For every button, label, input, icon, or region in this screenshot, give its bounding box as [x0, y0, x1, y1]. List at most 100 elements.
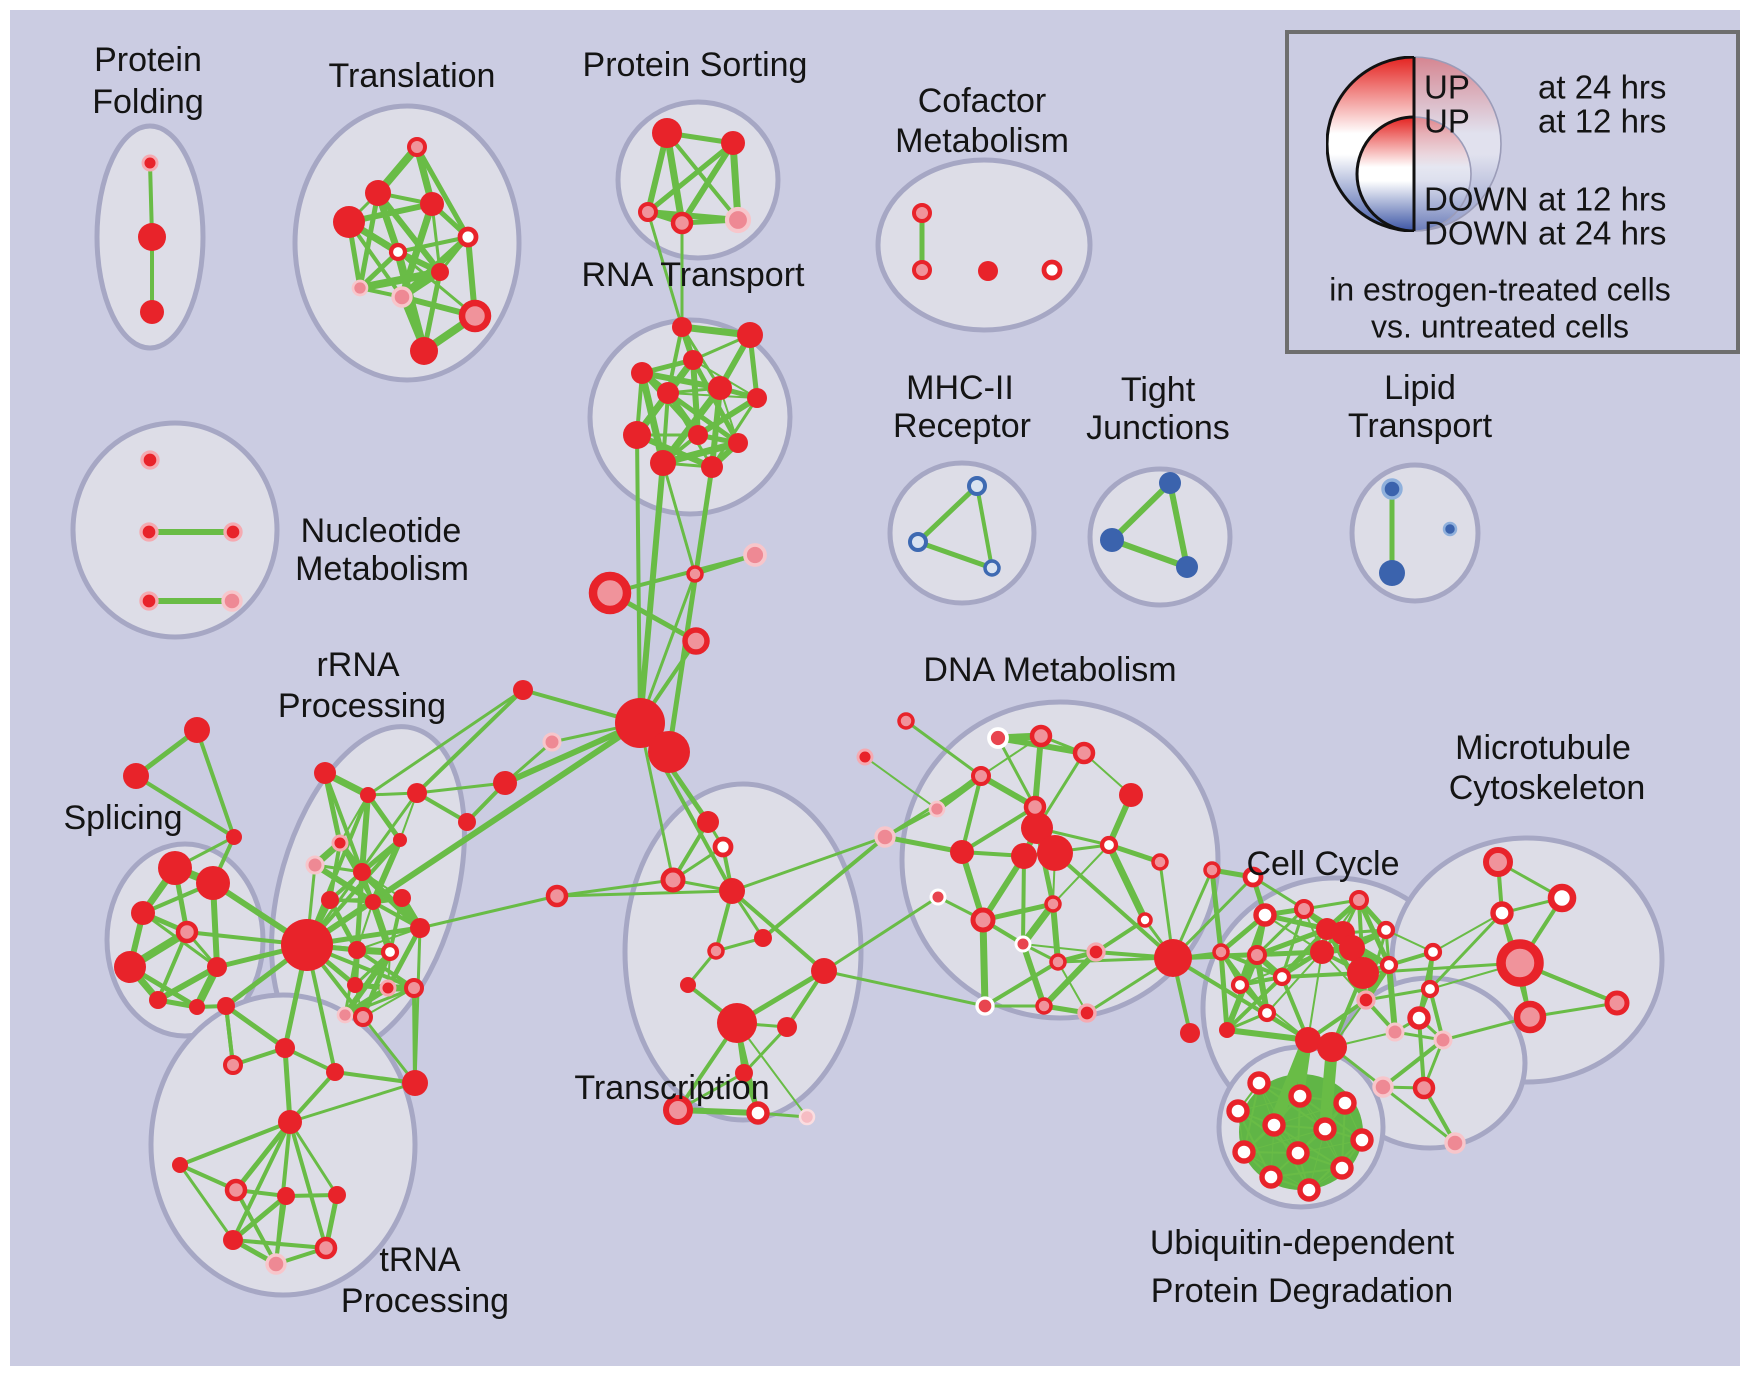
gene-node: [652, 118, 682, 148]
cluster-label-ubiquitin-degradation: Ubiquitin-dependent: [1150, 1224, 1455, 1262]
gene-node: [1317, 1032, 1347, 1062]
legend-footer-line1: in estrogen-treated cells: [1329, 271, 1671, 307]
interaction-edge: [396, 235, 470, 254]
interaction-edge: [1243, 1082, 1260, 1153]
gene-node: [1347, 957, 1379, 989]
gene-node: [1035, 997, 1053, 1015]
gene-node: [983, 559, 1001, 577]
interaction-edge: [996, 736, 1037, 809]
gene-node: [717, 1003, 757, 1043]
gene-node: [648, 731, 690, 773]
gene-node: [1154, 939, 1192, 977]
gene-node: [1014, 935, 1032, 953]
interaction-edge: [327, 897, 360, 953]
gene-node: [1310, 940, 1334, 964]
gene-node: [1350, 1128, 1374, 1152]
interaction-edge: [1105, 841, 1149, 924]
gene-node: [305, 855, 325, 875]
gene-node: [224, 1178, 248, 1202]
gene-node: [1242, 866, 1264, 888]
gene-node: [1099, 835, 1119, 855]
legend-inner-circle-right: [1414, 117, 1471, 231]
interaction-edge: [339, 794, 369, 844]
interaction-edge: [915, 483, 980, 545]
gene-node: [719, 878, 745, 904]
interaction-edge: [1356, 897, 1392, 968]
interaction-edge: [904, 719, 983, 778]
gene-node: [140, 450, 160, 470]
legend-row-up12-label: UP: [1424, 103, 1470, 140]
gene-node: [1262, 1113, 1286, 1137]
interaction-edge: [178, 1163, 235, 1242]
gene-node: [663, 1095, 693, 1125]
cluster-ellipse-trna-processing: [148, 992, 418, 1298]
gene-node: [970, 907, 996, 933]
gene-node: [1381, 478, 1403, 500]
gene-node: [777, 1017, 797, 1037]
gene-node: [912, 203, 932, 223]
gene-node: [1212, 943, 1230, 961]
interaction-edge: [1432, 912, 1503, 953]
interaction-edge: [639, 370, 723, 391]
gene-node: [407, 783, 427, 803]
interaction-edge: [1224, 1027, 1311, 1043]
gene-node: [929, 888, 947, 906]
gene-node: [333, 206, 365, 238]
gene-node: [1253, 903, 1277, 927]
gene-node: [588, 571, 632, 615]
gene-node: [139, 591, 159, 611]
gene-node: [351, 279, 369, 297]
gene-node: [1041, 259, 1063, 281]
interaction-edge: [555, 889, 734, 898]
interaction-edge: [635, 433, 642, 725]
gene-node: [281, 919, 333, 971]
interaction-edge: [822, 895, 940, 973]
cluster-label-rna-transport: RNA Transport: [582, 256, 806, 294]
interaction-edge: [646, 210, 684, 329]
gene-node: [724, 206, 752, 234]
cluster-label-layer: Protein Folding Translation Protein Sorting…: [63, 41, 1645, 1320]
gene-node: [1294, 899, 1314, 919]
interaction-edge: [415, 688, 525, 795]
gene-node: [746, 1101, 770, 1125]
gene-node: [1037, 835, 1073, 871]
gene-node: [754, 929, 772, 947]
gene-node: [457, 226, 479, 248]
gene-node: [1259, 1165, 1283, 1189]
interaction-edge: [1307, 951, 1323, 1041]
interaction-edge: [361, 1015, 417, 1085]
interaction-edge: [1109, 537, 1190, 570]
gene-node: [1372, 1076, 1394, 1098]
legend-row-down12-label: DOWN: [1424, 181, 1528, 218]
interaction-edge: [288, 1081, 417, 1124]
gene-node: [1412, 1076, 1436, 1100]
gene-node: [513, 680, 533, 700]
gene-node: [348, 941, 366, 959]
gene-node: [458, 813, 476, 831]
gene-node: [721, 131, 745, 155]
interaction-edge: [288, 1120, 328, 1250]
interaction-edge: [661, 461, 697, 576]
gene-node: [874, 826, 896, 848]
gene-node: [1330, 1156, 1354, 1180]
interaction-edge: [1057, 961, 1088, 1014]
gene-node: [331, 834, 349, 852]
gene-node: [175, 920, 199, 944]
gene-node: [975, 996, 995, 1016]
gene-node: [223, 1230, 243, 1250]
gene-node: [189, 999, 205, 1015]
interaction-edge: [1381, 1085, 1457, 1145]
gene-node: [798, 1108, 816, 1126]
gene-node: [223, 522, 243, 542]
interaction-edge: [695, 395, 760, 438]
interaction-edge: [1273, 1124, 1343, 1169]
interaction-edge: [195, 728, 236, 839]
cluster-label-mhc-ii-receptor: Receptor: [893, 407, 1031, 445]
gene-node: [265, 1253, 287, 1275]
gene-node: [680, 977, 696, 993]
gene-node: [379, 979, 397, 997]
gene-node: [712, 836, 734, 858]
gene-node: [277, 1187, 295, 1205]
gene-node: [407, 137, 427, 157]
